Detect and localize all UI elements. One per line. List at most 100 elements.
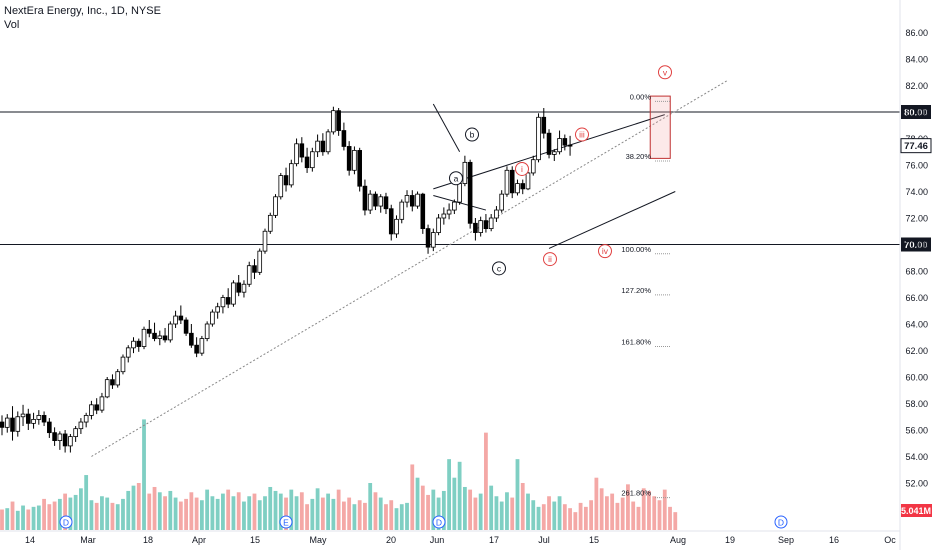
volume-bar <box>384 504 388 530</box>
candle-body <box>120 356 126 373</box>
volume-bar <box>531 500 536 530</box>
volume-bar <box>647 490 651 530</box>
candle-body <box>504 169 510 195</box>
y-tick-label-15: 80.00 <box>905 108 928 118</box>
volume-bar <box>26 509 31 530</box>
fib-label-0: 0.00% <box>630 92 652 101</box>
volume-bar <box>457 461 462 530</box>
candle-body <box>89 404 94 416</box>
event-marker-label-3[interactable]: D <box>778 518 784 528</box>
candle-body <box>494 209 499 219</box>
price-level-label-0[interactable]: 80.00 <box>904 108 928 119</box>
volume-bar <box>505 492 509 530</box>
candle-body <box>378 196 384 207</box>
candle-body <box>168 323 173 341</box>
volume-bar <box>473 497 478 530</box>
candle-body <box>452 201 457 211</box>
price-level-badge-1 <box>901 237 931 252</box>
y-tick-label-6: 62.00 <box>905 346 928 356</box>
wave-label-c: c <box>497 263 502 273</box>
volume-badge <box>901 504 932 517</box>
event-marker-2 <box>432 515 446 529</box>
candle-body <box>325 131 331 153</box>
wave-label-ii: ii <box>548 254 552 264</box>
x-axis[interactable]: 14 Mar 18 Apr 15 May 20 Jun 17 Jul 15 Aug 19 Sep 16 Oc <box>0 530 900 545</box>
volume-bar <box>178 501 183 530</box>
event-marker-label-2[interactable]: D <box>436 518 442 528</box>
volume-bar <box>5 508 10 530</box>
candle-body <box>315 140 320 153</box>
candle-body <box>157 335 163 339</box>
volume-bar <box>121 498 125 530</box>
candle-body <box>288 163 294 186</box>
volume-bar <box>342 501 346 530</box>
volume-bar <box>268 486 273 530</box>
last-price-label[interactable]: 77.46 <box>904 141 928 152</box>
event-marker-label-0[interactable]: D <box>63 518 69 528</box>
volume-badge-label[interactable]: 5.041M <box>901 506 931 516</box>
volume-bar <box>415 477 420 530</box>
volume-bar <box>63 493 68 530</box>
volume-bar <box>221 493 225 530</box>
candle-body <box>25 413 31 424</box>
volume-bar <box>79 488 83 530</box>
wave-circle-i <box>515 161 529 176</box>
volume-bar <box>157 492 162 530</box>
candle-body <box>346 146 352 171</box>
candle-body <box>189 332 194 346</box>
volume-bar <box>620 497 625 530</box>
candle-body <box>231 282 236 305</box>
last-price-badge <box>900 138 932 154</box>
event-marker-1 <box>279 515 293 529</box>
candle-body <box>420 193 426 229</box>
volume-bar <box>578 502 583 530</box>
candle-body <box>20 413 26 418</box>
volume-bar <box>105 497 110 530</box>
volume-bar <box>89 500 94 530</box>
fib-label-2: 100.00% <box>621 245 651 254</box>
volume-bar <box>257 500 262 530</box>
event-marker-label-1[interactable]: E <box>283 518 289 528</box>
y-axis[interactable]: 80.0070.0050.0052.0054.0056.0058.0060.00… <box>899 0 932 550</box>
wave-circle-v <box>658 65 672 80</box>
y-tick-label-10: 70.00 <box>905 240 928 250</box>
volume-indicator-label[interactable]: Vol <box>4 19 20 31</box>
volume-bar <box>0 509 4 530</box>
volume-bar <box>199 500 204 530</box>
candle-body <box>446 209 452 215</box>
candle-body <box>415 193 420 207</box>
candle-body <box>341 130 347 147</box>
volume-bar <box>410 464 415 530</box>
volume-bar <box>462 486 467 530</box>
candle-body <box>336 110 341 131</box>
candle-body <box>178 315 184 321</box>
wave-label-iv: iv <box>602 246 609 256</box>
volume-bar <box>52 501 57 530</box>
wave-circle-iii <box>575 127 589 142</box>
symbol-title[interactable]: NextEra Energy, Inc., 1D, NYSE <box>4 5 161 17</box>
volume-bar <box>515 459 520 530</box>
volume-bar <box>326 493 331 530</box>
volume-bar <box>431 489 436 530</box>
volume-bar <box>289 489 294 530</box>
volume-bar <box>547 496 551 530</box>
candle-body <box>220 297 226 308</box>
volume-bar <box>631 501 636 530</box>
volume-bar <box>205 489 210 530</box>
trendline-4 <box>432 103 461 152</box>
wave-circle-iv <box>598 244 612 259</box>
candle-body <box>488 217 494 229</box>
volume-bar <box>636 506 641 530</box>
candle-body <box>552 151 557 155</box>
wave-label-i: i <box>521 164 523 174</box>
volume-bar <box>536 506 541 530</box>
price-level-label-1[interactable]: 70.00 <box>904 240 928 251</box>
price-candles <box>0 106 573 453</box>
y-tick-label-7: 64.00 <box>905 320 928 330</box>
volume-bar <box>94 502 99 530</box>
candle-body <box>509 169 515 194</box>
candle-body <box>567 144 573 147</box>
y-tick-label-18: 86.00 <box>905 28 928 38</box>
candle-body <box>304 156 310 169</box>
y-tick-label-17: 84.00 <box>905 55 928 65</box>
